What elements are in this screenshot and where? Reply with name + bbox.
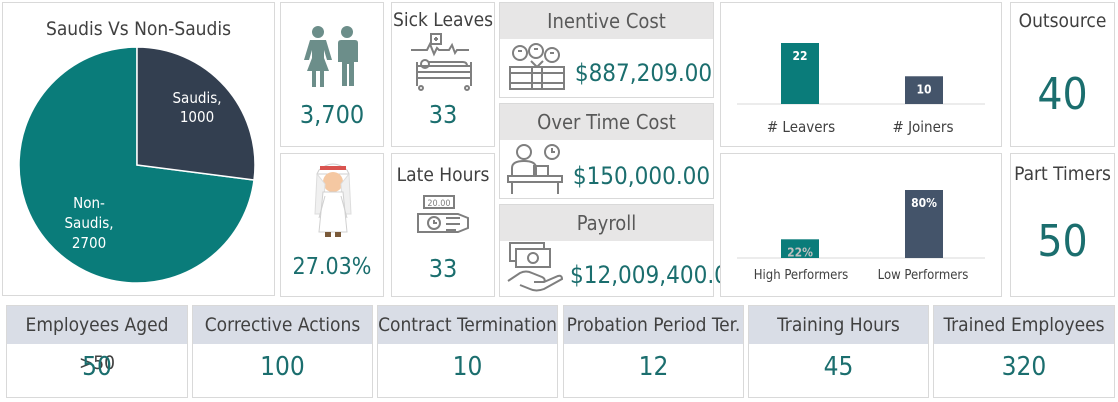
pie-slice-saudis bbox=[136, 46, 256, 181]
payroll-value: $12,009,400.00 bbox=[570, 261, 742, 289]
desk-worker-icon bbox=[507, 144, 563, 194]
leavers-chart-card: 22 10 # Leavers # Joiners bbox=[720, 2, 1002, 147]
bar-high-performers-value: 22% bbox=[787, 245, 813, 259]
kpi-value: 10 bbox=[452, 352, 483, 382]
kpi-employees-aged-50: Employees Aged >50 50 bbox=[6, 305, 188, 398]
sick-leaves-value: 33 bbox=[428, 100, 458, 129]
sick-leaves-card: Sick Leaves 33 bbox=[391, 2, 495, 147]
bar-joiners-value: 10 bbox=[916, 82, 931, 96]
kpi-probation-period: Probation Period Ter. 12 bbox=[563, 305, 744, 398]
kpi-trained-employees: Trained Employees 320 bbox=[933, 305, 1115, 398]
high-performers-label: High Performers bbox=[753, 268, 849, 283]
pie-label-saudis: Saudis, 1000 bbox=[172, 89, 222, 126]
saudization-value: 27.03% bbox=[292, 254, 372, 280]
overtime-card: Over Time Cost $150,000.00 bbox=[499, 103, 714, 199]
incentive-value: $887,209.00 bbox=[574, 59, 713, 87]
kpi-title: Trained Employees bbox=[934, 306, 1114, 344]
money-gift-icon bbox=[509, 43, 565, 90]
low-performers-label: Low Performers bbox=[877, 268, 969, 283]
part-timers-title: Part Timers bbox=[1014, 163, 1111, 185]
pie-chart bbox=[18, 46, 256, 284]
watch-time-text: 20.00 bbox=[427, 199, 450, 209]
kpi-value: 45 bbox=[823, 352, 854, 382]
late-hours-card: Late Hours 20.00 33 bbox=[391, 153, 495, 297]
kpi-title: Training Hours bbox=[749, 306, 928, 344]
kpi-contract-termination: Contract Termination 10 bbox=[377, 305, 558, 398]
overtime-value: $150,000.00 bbox=[572, 162, 711, 190]
payroll-card: Payroll $12,009,400.00 bbox=[499, 204, 742, 297]
people-icon bbox=[304, 26, 358, 87]
performers-bar-chart: 22% 80% bbox=[737, 190, 985, 259]
bar-low-performers-value: 80% bbox=[911, 196, 937, 210]
incentive-card: Inentive Cost $887,209.00 bbox=[499, 2, 714, 98]
payroll-title: Payroll bbox=[500, 205, 713, 241]
part-timers-card: Part Timers 50 bbox=[1010, 153, 1115, 297]
joiners-category-label: # Joiners bbox=[892, 118, 954, 136]
pie-title: Saudis Vs Non-Saudis bbox=[45, 18, 232, 40]
kpi-corrective-actions: Corrective Actions 100 bbox=[192, 305, 373, 398]
kpi-title: Employees Aged >50 bbox=[7, 306, 187, 374]
employees-value: 3,700 bbox=[299, 100, 365, 129]
cash-hand-icon bbox=[507, 242, 564, 292]
bar-high-performers bbox=[781, 239, 819, 258]
performers-chart-card: 22% 80% High Performers Low Performers bbox=[720, 153, 1002, 297]
pie-label-non-saudis: Non- Saudis, 2700 bbox=[64, 194, 114, 252]
pie-card: Saudis Vs Non-Saudis Saudis, 1000 Non- S… bbox=[2, 2, 275, 296]
saudization-card: 27.03% bbox=[280, 153, 384, 297]
outsource-card: Outsource 40 bbox=[1010, 2, 1115, 147]
kpi-value: 50 bbox=[82, 352, 112, 382]
sick-leaves-title: Sick Leaves bbox=[392, 9, 494, 31]
outsource-title: Outsource bbox=[1018, 10, 1107, 32]
bar-leavers bbox=[781, 43, 819, 104]
late-hours-title: Late Hours bbox=[396, 164, 490, 186]
saudi-man-icon bbox=[314, 163, 352, 237]
kpi-value: 12 bbox=[638, 352, 669, 382]
kpi-value: 100 bbox=[260, 352, 305, 382]
hospital-bed-icon bbox=[411, 33, 472, 91]
kpi-title: Contract Termination bbox=[378, 306, 557, 344]
kpi-title: Corrective Actions bbox=[193, 306, 372, 344]
outsource-value: 40 bbox=[1037, 69, 1088, 120]
bar-leavers-value: 22 bbox=[792, 49, 807, 63]
employees-card: 3,700 bbox=[280, 2, 384, 147]
kpi-title: Probation Period Ter. bbox=[564, 306, 743, 344]
bar-low-performers bbox=[905, 190, 943, 258]
bar-joiners bbox=[905, 76, 943, 104]
leavers-category-label: # Leavers bbox=[766, 118, 836, 136]
leavers-bar-chart: 22 10 bbox=[737, 43, 985, 105]
kpi-training-hours: Training Hours 45 bbox=[748, 305, 929, 398]
kpi-value: 320 bbox=[1001, 352, 1047, 382]
part-timers-value: 50 bbox=[1037, 216, 1088, 267]
overtime-title: Over Time Cost bbox=[500, 104, 713, 140]
watch-icon: 20.00 bbox=[417, 195, 469, 233]
late-hours-value: 33 bbox=[428, 254, 458, 283]
incentive-title: Inentive Cost bbox=[500, 3, 713, 39]
